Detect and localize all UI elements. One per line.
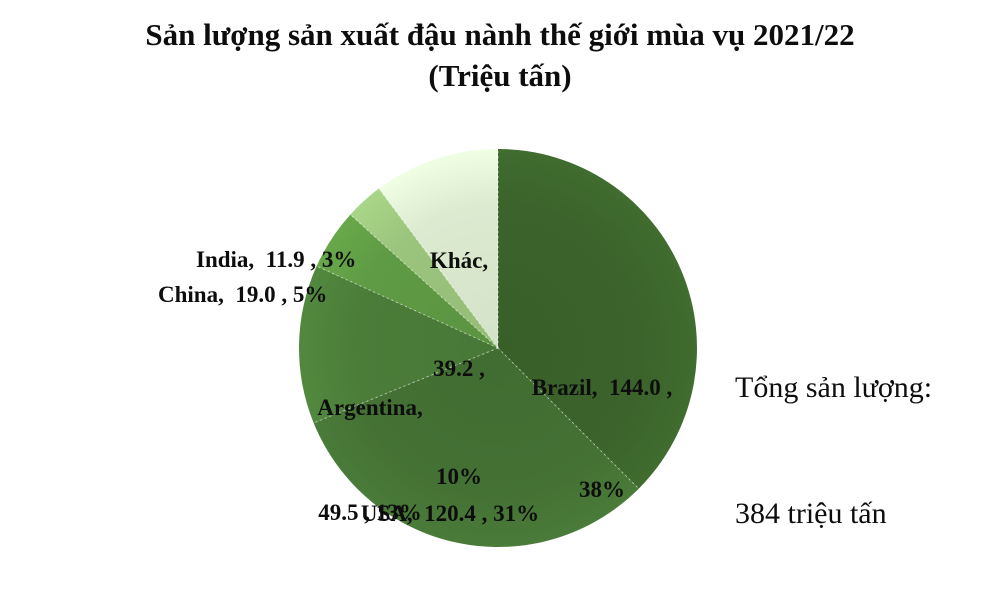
chart-title-line1: Sản lượng sản xuất đậu nành thế giới mùa… bbox=[145, 17, 855, 52]
pie-slice-separator bbox=[316, 265, 499, 349]
chart-title: Sản lượng sản xuất đậu nành thế giới mùa… bbox=[0, 14, 1000, 96]
pie-label-khac-line3: 10% bbox=[435, 464, 482, 489]
pie-slice-separator bbox=[378, 188, 499, 349]
total-note-line1: Tổng sản lượng: bbox=[735, 371, 933, 404]
pie-label-china-line1: China, 19.0 , 5% bbox=[158, 282, 328, 307]
pie-label-brazil-line1: Brazil, 144.0 , bbox=[531, 375, 673, 400]
pie-slice-separator bbox=[497, 347, 640, 490]
total-note-line2: 384 triệu tấn bbox=[735, 497, 887, 530]
pie-label-usa-line1: USA, 120.4 , 31% bbox=[360, 501, 540, 526]
pie-label-india-line1: India, 11.9 , 3% bbox=[196, 247, 357, 272]
pie-label-brazil-line2: 38% bbox=[578, 477, 625, 502]
pie-slice-separator bbox=[313, 347, 499, 424]
pie-label-india: India, 11.9 , 3% bbox=[196, 172, 356, 347]
pie-slice-china bbox=[316, 214, 498, 348]
pie-chart bbox=[298, 149, 697, 547]
pie-slice-separator bbox=[349, 214, 499, 349]
pie-label-khac: Khác, 39.2 , 10% bbox=[430, 171, 488, 567]
pie-slice-usa bbox=[313, 348, 639, 547]
pie-slice-india bbox=[350, 188, 498, 348]
total-production-note: Tổng sản lượng: 384 triệu tấn bbox=[735, 283, 932, 590]
chart-title-line2: (Triệu tấn) bbox=[428, 58, 572, 93]
pie-label-brazil: Brazil, 144.0 , 38% bbox=[532, 303, 673, 575]
pie-slice-argentina bbox=[298, 266, 498, 423]
pie-label-usa: USA, 120.4 , 31% bbox=[361, 426, 539, 590]
pie-slice-khac bbox=[378, 149, 498, 348]
pie-label-argentina-line2: 49.5 , 13% bbox=[318, 500, 422, 525]
pie-label-khac-line1: Khác, bbox=[429, 248, 489, 273]
pie-label-khac-line2: 39.2 , bbox=[433, 356, 485, 381]
pie-label-china: China, 19.0 , 5% bbox=[158, 207, 327, 382]
pie-label-argentina-line1: Argentina, bbox=[317, 395, 423, 420]
pie-label-argentina: Argentina, 49.5 , 13% bbox=[317, 320, 422, 590]
pie-slice-brazil bbox=[498, 149, 697, 489]
